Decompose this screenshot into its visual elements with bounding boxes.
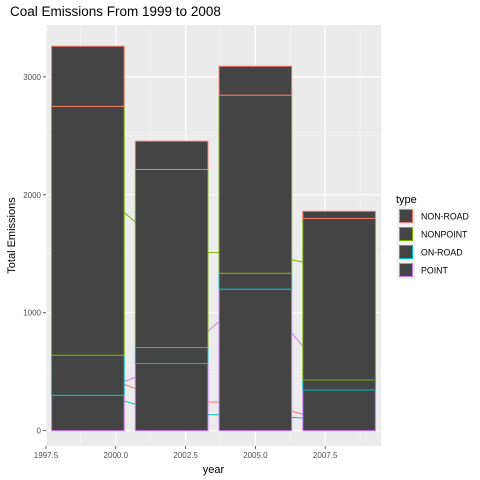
x-axis-ticks: 1997.5 2000.0 2002.5 2005.0 2007.5	[34, 446, 338, 460]
bar-segment-point	[303, 390, 376, 431]
legend-label-nonpoint: NONPOINT	[421, 230, 468, 240]
bar-segment-nonpoint	[219, 95, 292, 273]
bar-segment-non-road	[303, 211, 376, 218]
x-tick-label: 1997.5	[34, 451, 59, 460]
bar-segment-on-road	[219, 273, 292, 289]
bar-segment-on-road	[135, 348, 208, 364]
legend-title: type	[396, 194, 417, 206]
x-tick-label: 2002.5	[173, 451, 198, 460]
legend-key-point	[400, 264, 413, 277]
legend-label-point: POINT	[421, 266, 449, 276]
bar-segment-point	[219, 289, 292, 431]
bar-segment-on-road	[303, 380, 376, 390]
chart-title: Coal Emissions From 1999 to 2008	[10, 4, 221, 19]
bar-segment-point	[135, 363, 208, 430]
legend-key-on-road	[400, 246, 413, 259]
bar-segment-non-road	[135, 141, 208, 169]
x-axis-title: year	[203, 464, 225, 476]
bar-segment-nonpoint	[52, 106, 125, 355]
x-tick-label: 2007.5	[313, 451, 338, 460]
legend-label-on-road: ON-ROAD	[421, 248, 463, 258]
y-axis-ticks: 0 1000 2000 3000	[23, 73, 46, 436]
bar-segment-nonpoint	[303, 218, 376, 380]
legend-key-nonpoint	[400, 228, 413, 241]
legend: type NON-ROAD NONPOINT ON-ROAD POINT	[396, 194, 469, 279]
legend-key-non-road	[400, 210, 413, 223]
y-tick-label: 1000	[23, 309, 41, 318]
bar-segment-point	[52, 395, 125, 430]
bar-segment-nonpoint	[135, 169, 208, 347]
bar-segment-on-road	[52, 355, 125, 395]
y-axis-title: Total Emissions	[6, 197, 18, 274]
bar-segment-non-road	[219, 66, 292, 95]
x-tick-label: 2005.0	[243, 451, 268, 460]
y-tick-label: 3000	[23, 73, 41, 82]
y-tick-label: 0	[37, 427, 42, 436]
legend-label-non-road: NON-ROAD	[421, 212, 469, 222]
x-tick-label: 2000.0	[104, 451, 129, 460]
y-tick-label: 2000	[23, 191, 41, 200]
bar-segment-non-road	[52, 46, 125, 106]
